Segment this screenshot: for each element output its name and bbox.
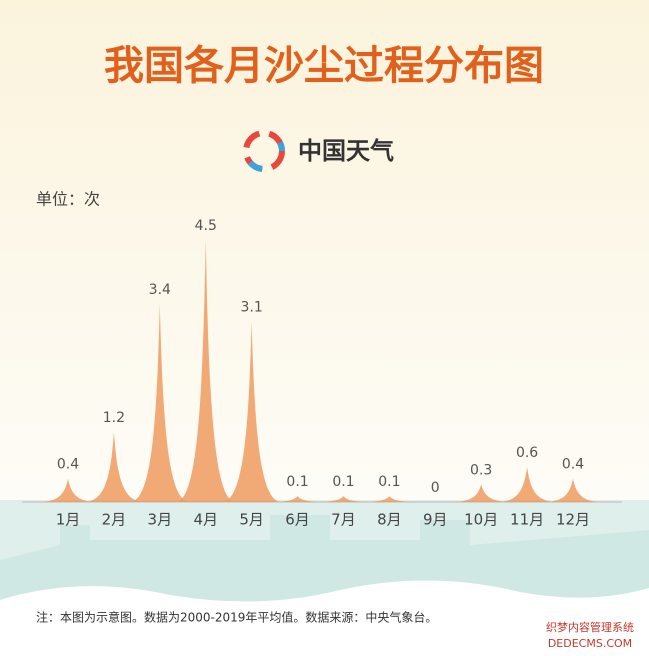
logo-text: 中国天气 [298,137,394,165]
data-label: 4.5 [195,218,217,234]
peak [497,467,558,502]
x-tick-label: 6月 [285,511,310,529]
x-tick-label: 8月 [377,511,402,529]
data-label: 0 [431,480,440,496]
peak [83,432,144,502]
watermark: 织梦内容管理系统 [546,620,634,634]
x-tick-label: 1月 [56,511,81,529]
peak [175,240,236,502]
x-tick-label: 10月 [464,511,498,529]
logo-icon-accent [243,130,285,172]
watermark: DEDECMS.COM [548,637,632,650]
peak [543,478,603,502]
x-tick-label: 12月 [556,511,590,529]
cloud-band [0,580,649,656]
peak [359,496,420,502]
logo: 中国天气 [243,130,394,172]
data-label: 0.1 [378,474,400,490]
x-tick-label: 5月 [239,511,264,529]
data-label: 0.6 [516,445,538,461]
data-label: 3.4 [149,282,171,298]
peak [38,478,98,502]
data-label: 0.1 [286,474,308,490]
data-label: 0.4 [57,457,79,473]
peak [267,496,328,502]
peak [221,321,282,502]
unit-label: 单位：次 [36,190,100,209]
x-tick-label: 7月 [331,511,356,529]
x-tick-label: 9月 [423,511,448,529]
x-tick-label: 4月 [193,511,218,529]
data-label: 0.1 [332,474,354,490]
peak [313,496,374,502]
peak [451,484,512,502]
note: 注：本图为示意图。数据为2000-2019年平均值。数据来源：中央气象台。 [36,610,437,625]
x-tick-label: 3月 [148,511,173,529]
data-label: 3.1 [241,300,263,316]
peak [129,304,190,502]
data-label: 0.4 [562,457,584,473]
data-label: 0.3 [470,463,492,479]
x-tick-label: 11月 [510,511,544,529]
plot: 0.4 1月 1.2 2月 3.4 3月 4.5 4月 3.1 5月 0.1 6月 0.1 7月 0.1 8月… [38,218,603,529]
chart-title: 我国各月沙尘过程分布图 [104,43,544,89]
x-tick-label: 2月 [102,511,127,529]
data-label: 1.2 [103,410,125,426]
